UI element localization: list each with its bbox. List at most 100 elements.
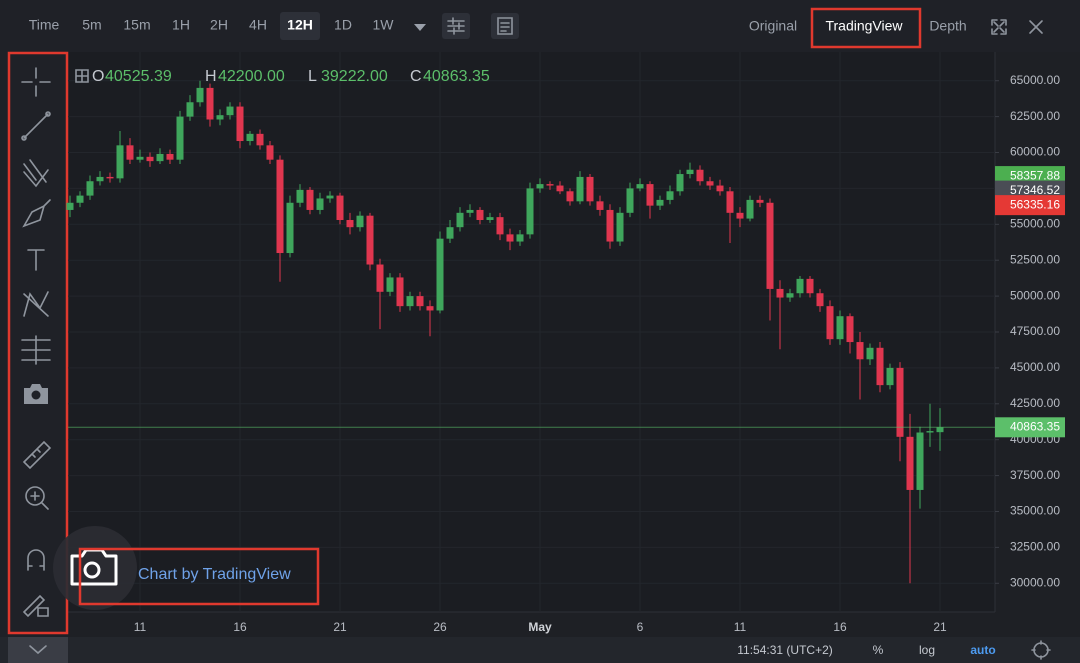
view-tab[interactable]: Depth bbox=[929, 18, 966, 34]
indicator-button[interactable] bbox=[442, 13, 470, 39]
candle-body bbox=[106, 176, 114, 179]
percent-button[interactable]: % bbox=[873, 643, 884, 657]
candle-body bbox=[676, 174, 684, 192]
candle-body bbox=[316, 198, 324, 210]
interval-button[interactable]: 1H bbox=[172, 17, 190, 33]
y-tick-label: 42500.00 bbox=[1010, 396, 1060, 410]
interval-button[interactable]: 5m bbox=[82, 17, 101, 33]
lens-icon bbox=[70, 548, 118, 586]
price-marker-label: 40863.35 bbox=[1010, 419, 1060, 433]
interval-button[interactable]: 4H bbox=[249, 17, 267, 33]
candle-body bbox=[706, 181, 714, 186]
candle-body bbox=[146, 156, 154, 162]
ruler-tool[interactable] bbox=[22, 440, 52, 470]
candle-body bbox=[406, 296, 414, 307]
candle-body bbox=[636, 184, 644, 189]
candle-body bbox=[66, 202, 74, 210]
view-tab[interactable]: Original bbox=[749, 18, 797, 34]
x-tick-label: 21 bbox=[333, 620, 347, 634]
candle-body bbox=[756, 199, 764, 203]
fullscreen-button[interactable] bbox=[991, 19, 1007, 35]
lens-overlay bbox=[53, 526, 137, 610]
x-tick-label: May bbox=[528, 620, 552, 634]
y-tick-label: 32500.00 bbox=[1010, 540, 1060, 554]
candle-body bbox=[256, 133, 264, 146]
candle-body bbox=[746, 199, 754, 219]
candle-body bbox=[526, 188, 534, 235]
chevron-icon bbox=[29, 645, 47, 655]
candle-body bbox=[396, 277, 404, 307]
collapse-button[interactable] bbox=[8, 637, 68, 663]
gear-button[interactable] bbox=[1031, 640, 1051, 660]
x-tick-label: 26 bbox=[433, 620, 447, 634]
price-marker-label: 57346.52 bbox=[1010, 183, 1060, 197]
candle-body bbox=[686, 169, 694, 175]
candle-body bbox=[826, 306, 834, 340]
candle-body bbox=[596, 201, 604, 210]
interval-button[interactable]: 12H bbox=[287, 17, 313, 33]
candle-body bbox=[156, 153, 164, 162]
y-tick-label: 45000.00 bbox=[1010, 360, 1060, 374]
candle-body bbox=[206, 87, 214, 120]
candle-body bbox=[196, 87, 204, 103]
candle-body bbox=[916, 432, 924, 490]
candle-body bbox=[346, 220, 354, 228]
lock-tool[interactable] bbox=[22, 594, 49, 618]
candle-body bbox=[716, 185, 724, 192]
candle-body bbox=[906, 436, 914, 490]
candle-body bbox=[426, 306, 434, 311]
candle-body bbox=[566, 191, 574, 202]
candle-body bbox=[436, 238, 444, 311]
candle-body bbox=[586, 176, 594, 202]
candle-body bbox=[236, 106, 244, 142]
price-marker bbox=[995, 417, 1065, 438]
x-tick-label: 11 bbox=[734, 620, 747, 634]
interval-button[interactable]: 2H bbox=[210, 17, 228, 33]
interval-button[interactable]: Time bbox=[29, 17, 60, 33]
brush-tool[interactable] bbox=[22, 199, 51, 228]
legend-key: O bbox=[92, 68, 104, 85]
interval-button[interactable]: 1W bbox=[373, 17, 395, 33]
candle-body bbox=[556, 185, 564, 192]
y-tick-label: 30000.00 bbox=[1010, 575, 1060, 589]
view-tab[interactable]: TradingView bbox=[825, 18, 903, 34]
log-button[interactable]: log bbox=[919, 643, 935, 657]
settings-button[interactable] bbox=[491, 13, 519, 39]
pattern-tool[interactable] bbox=[23, 291, 49, 317]
legend-toggle[interactable] bbox=[75, 69, 89, 83]
crosshair-tool[interactable] bbox=[21, 67, 51, 97]
interval-button[interactable]: 15m bbox=[123, 17, 150, 33]
interval-button[interactable]: 1D bbox=[334, 17, 352, 33]
close-button[interactable] bbox=[1029, 20, 1043, 34]
candle-body bbox=[576, 176, 584, 202]
candle-body bbox=[486, 217, 494, 220]
more-intervals[interactable] bbox=[414, 24, 426, 31]
zoom-tool[interactable] bbox=[25, 486, 49, 510]
candle-body bbox=[376, 264, 384, 292]
x-tick-label: 16 bbox=[233, 620, 247, 634]
magnet-tool[interactable] bbox=[27, 549, 45, 571]
auto-button[interactable]: auto bbox=[970, 643, 995, 657]
y-tick-label: 52500.00 bbox=[1010, 252, 1060, 266]
y-tick-label: 55000.00 bbox=[1010, 216, 1060, 230]
candle-body bbox=[186, 102, 194, 117]
footer-bar bbox=[0, 637, 1080, 663]
y-tick-label: 37500.00 bbox=[1010, 468, 1060, 482]
x-tick-label: 16 bbox=[833, 620, 847, 634]
candle-body bbox=[416, 296, 424, 307]
lens bbox=[31, 390, 41, 400]
candle-body bbox=[116, 145, 124, 179]
fib-tool[interactable] bbox=[23, 159, 49, 188]
candle-body bbox=[546, 184, 554, 186]
candle-body bbox=[86, 181, 94, 196]
x-tick-label: 11 bbox=[134, 620, 147, 634]
candle-body bbox=[856, 342, 864, 360]
lens-icon-ring bbox=[83, 561, 101, 579]
text-tool[interactable] bbox=[27, 249, 45, 271]
candle-body bbox=[536, 184, 544, 189]
trendline-tool[interactable] bbox=[21, 111, 51, 141]
candle-body bbox=[516, 234, 524, 242]
candle-body bbox=[176, 116, 184, 160]
projection-tool[interactable] bbox=[21, 335, 51, 365]
candle-body bbox=[886, 367, 894, 386]
